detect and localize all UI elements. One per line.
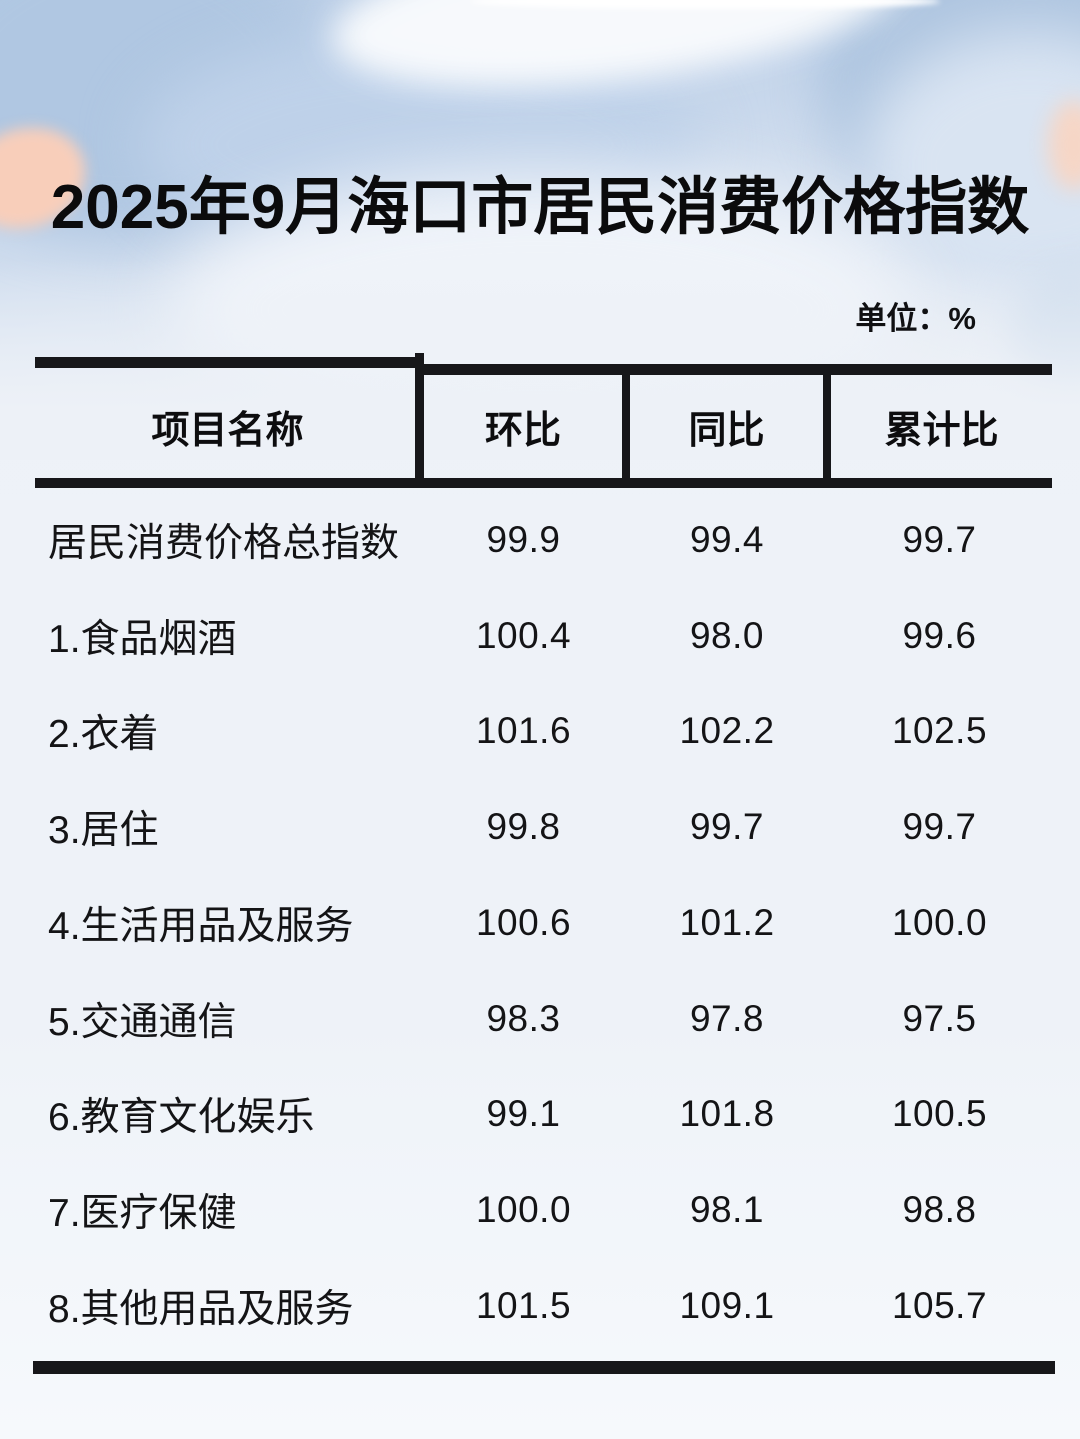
row-cum-value: 98.8 [902,1189,977,1231]
table-row: 5.交通通信 98.3 97.8 97.5 [35,971,1052,1066]
row-yoy-value: 102.2 [679,710,775,752]
row-item-label: 2.衣着 [48,713,159,757]
row-yoy-value: 99.7 [689,806,764,848]
table-row: 6.教育文化娱乐 99.1 101.8 100.5 [35,1067,1052,1162]
table-bottom-rule [33,1361,1055,1374]
row-mom-value: 99.9 [486,518,561,560]
row-mom-value: 100.4 [475,614,572,656]
table-row: 8.其他用品及服务 101.5 109.1 105.7 [35,1259,1052,1354]
header-divider-2 [622,366,630,488]
row-cum-value: 102.5 [891,710,988,752]
row-cum-value: 97.5 [902,997,977,1039]
row-cum-value: 99.6 [902,614,977,656]
row-mom-value: 99.8 [486,806,561,848]
row-item-label: 8.其他用品及服务 [48,1288,354,1331]
row-item-label: 3.居住 [48,809,159,853]
row-cum-value: 99.7 [902,806,977,848]
row-mom-value: 99.1 [486,1093,561,1135]
table-row: 1.食品烟酒 100.4 98.0 99.6 [35,588,1052,683]
column-header-year-over-year: 同比 [688,410,765,452]
row-cum-value: 100.0 [891,901,988,943]
row-item-label: 居民消费价格总指数 [48,521,400,565]
row-item-label: 7.医疗保健 [48,1192,237,1236]
table-body: 居民消费价格总指数 99.9 99.4 99.7 1.食品烟酒 100.4 98… [35,492,1052,1354]
row-yoy-value: 98.0 [689,614,764,656]
white-strip-top [470,0,940,9]
row-item-label: 4.生活用品及服务 [48,904,354,948]
table-row: 4.生活用品及服务 100.6 101.2 100.0 [35,875,1052,970]
column-header-item-name: 项目名称 [151,410,304,452]
row-item-label: 5.交通通信 [48,1000,237,1044]
row-mom-value: 100.0 [475,1189,572,1231]
table-row: 2.衣着 101.6 102.2 102.5 [35,684,1052,779]
row-mom-value: 100.6 [475,901,572,943]
table-row: 3.居住 99.8 99.7 99.7 [35,780,1052,875]
row-cum-value: 99.7 [902,518,977,560]
unit-label: 单位：% [855,301,976,336]
table-top-rule-left [35,357,420,368]
decorative-background [0,0,1080,460]
row-mom-value: 98.3 [486,997,561,1039]
row-cum-value: 105.7 [891,1285,988,1326]
column-header-month-over-month: 环比 [484,410,561,452]
page-title: 2025年9月海口市居民消费价格指数 [50,173,1030,242]
row-item-label: 1.食品烟酒 [48,617,237,661]
header-divider-3 [823,366,831,488]
table-row: 居民消费价格总指数 99.9 99.4 99.7 [35,492,1052,587]
row-yoy-value: 101.2 [679,901,775,943]
table-row: 7.医疗保健 100.0 98.1 98.8 [35,1163,1052,1258]
row-yoy-value: 109.1 [679,1285,775,1326]
header-bottom-rule [35,478,1052,488]
row-yoy-value: 97.8 [689,997,764,1039]
row-item-label: 6.教育文化娱乐 [48,1096,315,1140]
row-yoy-value: 101.8 [679,1093,775,1135]
column-header-cumulative: 累计比 [884,410,999,452]
header-divider-1 [415,353,424,488]
row-cum-value: 100.5 [891,1093,988,1135]
row-yoy-value: 99.4 [689,518,764,560]
table-top-rule-right [419,364,1052,375]
row-yoy-value: 98.1 [689,1189,764,1231]
row-mom-value: 101.5 [475,1285,572,1326]
row-mom-value: 101.6 [475,710,572,752]
